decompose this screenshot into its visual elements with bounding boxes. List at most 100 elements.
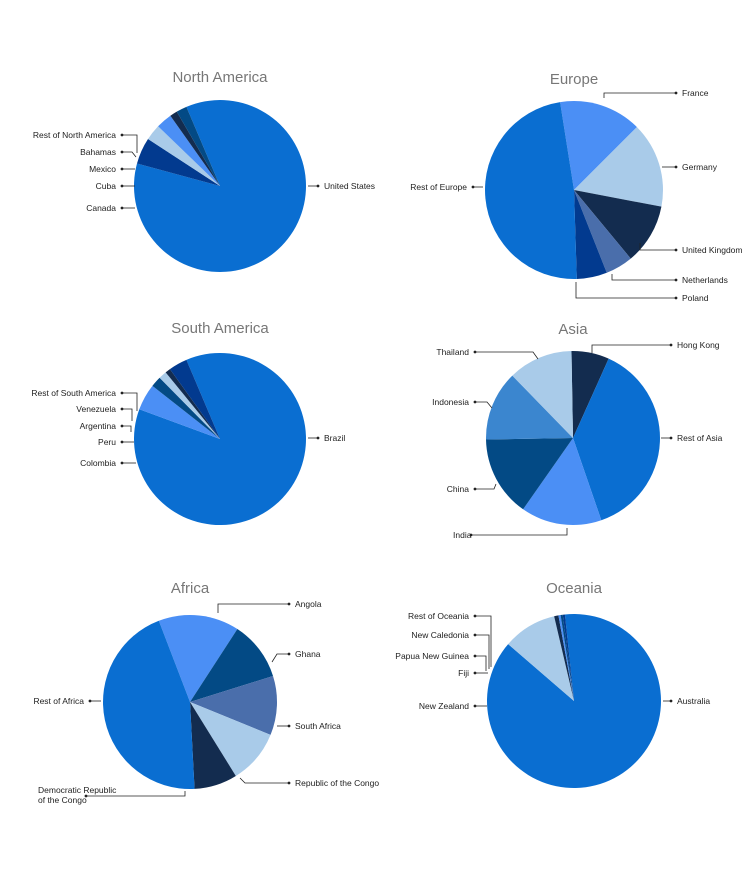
slice-label: New Zealand [419, 701, 469, 711]
chart-title: North America [172, 69, 268, 86]
pie-slice-australia [486, 614, 661, 789]
pie-slice-united-kingdom [574, 190, 662, 259]
leader-line [122, 425, 132, 432]
slice-label: Rest of Africa [33, 696, 84, 706]
leader-dot [473, 400, 477, 404]
leader-dot [120, 407, 124, 411]
slice-label: Venezuela [76, 404, 116, 414]
pie-slice-fiji [554, 615, 574, 701]
slice-label: Rest of Asia [677, 433, 723, 443]
slice-label: Bahamas [80, 147, 116, 157]
leader-dot [120, 150, 124, 154]
leader-dot [669, 436, 673, 440]
pie-slice-france [560, 101, 637, 190]
pie-asia: Asia Hong Kong Rest of Asia India China Indon… [432, 321, 723, 540]
leader-dot [471, 185, 475, 189]
leader-line [603, 92, 676, 98]
leader-line [217, 603, 289, 613]
pie-slice-rest-of-asia [573, 358, 660, 521]
leader-dot [473, 487, 477, 491]
pie-slice-china [486, 438, 573, 510]
slice-label: Fiji [458, 668, 469, 678]
leader-line [475, 634, 490, 669]
slice-label: Colombia [80, 458, 116, 468]
pie-south-america: South America Brazil Colombia Peru Argentina… [31, 320, 345, 526]
leader-dot [88, 699, 92, 703]
pie-slice-peru [152, 377, 220, 439]
slice-label: Rest of South America [31, 388, 116, 398]
slice-label: Democratic Republic of the Congo [38, 785, 117, 805]
pie-slice-cuba [148, 126, 220, 186]
leader-line [122, 408, 133, 421]
leader-dot [674, 165, 678, 169]
slice-label: Cuba [96, 181, 117, 191]
leader-line [86, 791, 186, 797]
pie-slice-rest-of-oceania [562, 614, 574, 701]
slice-label: United Kingdom [682, 245, 742, 255]
pie-slice-rest-of-north-america [176, 106, 220, 186]
leader-line [639, 243, 676, 251]
pie-slice-brazil [133, 353, 306, 526]
slice-label: Rest of Europe [410, 182, 467, 192]
leader-dot [669, 699, 673, 703]
leader-line [471, 528, 568, 536]
pie-slice-india [523, 438, 602, 525]
leader-line [475, 655, 487, 671]
leader-line [611, 274, 676, 281]
leader-line [122, 151, 137, 158]
chart-title: Africa [171, 580, 210, 597]
slice-label: Peru [98, 437, 116, 447]
pie-north-america: North America United States Canada Cuba Mexi… [33, 69, 375, 273]
slice-label: Indonesia [432, 397, 469, 407]
leader-dot [120, 133, 124, 137]
leader-dot [669, 343, 673, 347]
leader-dot [120, 167, 124, 171]
slice-label: Netherlands [682, 275, 728, 285]
pie-slice-colombia [139, 385, 220, 439]
slice-label: Brazil [324, 433, 345, 443]
pie-slice-thailand [512, 351, 573, 438]
leader-dot [287, 602, 291, 606]
slice-label: Ghana [295, 649, 321, 659]
leader-dot [120, 440, 124, 444]
pie-slice-rest-of-europe [485, 102, 577, 280]
leader-dot [287, 781, 291, 785]
slice-label: Poland [682, 293, 709, 303]
pie-slice-bahamas [170, 111, 220, 186]
slice-label: New Caledonia [411, 630, 469, 640]
chart-title: Asia [558, 321, 588, 338]
leader-dot [120, 391, 124, 395]
pie-slice-new-caledonia [560, 614, 574, 701]
slice-label: France [682, 88, 709, 98]
leader-dot [473, 633, 477, 637]
chart-title: Europe [550, 71, 598, 88]
pie-slice-ghana [190, 629, 274, 702]
leader-dot [473, 654, 477, 658]
slice-label: Hong Kong [677, 340, 720, 350]
pie-slice-united-states [133, 100, 306, 273]
slice-label: Rest of North America [33, 130, 116, 140]
leader-dot [120, 184, 124, 188]
pie-slice-canada [136, 138, 220, 186]
leader-line [591, 344, 671, 353]
pie-slice-new-zealand [508, 616, 574, 701]
slice-label: India [453, 530, 472, 540]
slice-label: Thailand [436, 347, 469, 357]
pie-slice-south-africa [190, 675, 278, 735]
pie-oceania: Oceania Australia New Zealand Fiji Papua New… [395, 580, 710, 789]
pie-slice-papua-new-guinea [558, 615, 574, 701]
leader-line [122, 392, 138, 411]
leader-dot [120, 424, 124, 428]
slice-label: Angola [295, 599, 322, 609]
slice-label: Papua New Guinea [395, 651, 469, 661]
leader-line [475, 483, 497, 490]
leader-dot [473, 671, 477, 675]
leader-line [271, 653, 289, 663]
pie-europe: Europe France Germany United Kingdom Netherl… [410, 71, 742, 303]
leader-dot [287, 724, 291, 728]
leader-line [575, 282, 676, 299]
slice-label: Australia [677, 696, 710, 706]
pie-africa: Africa Angola Ghana South Africa Republic of… [33, 580, 379, 805]
leader-dot [120, 461, 124, 465]
leader-dot [473, 350, 477, 354]
